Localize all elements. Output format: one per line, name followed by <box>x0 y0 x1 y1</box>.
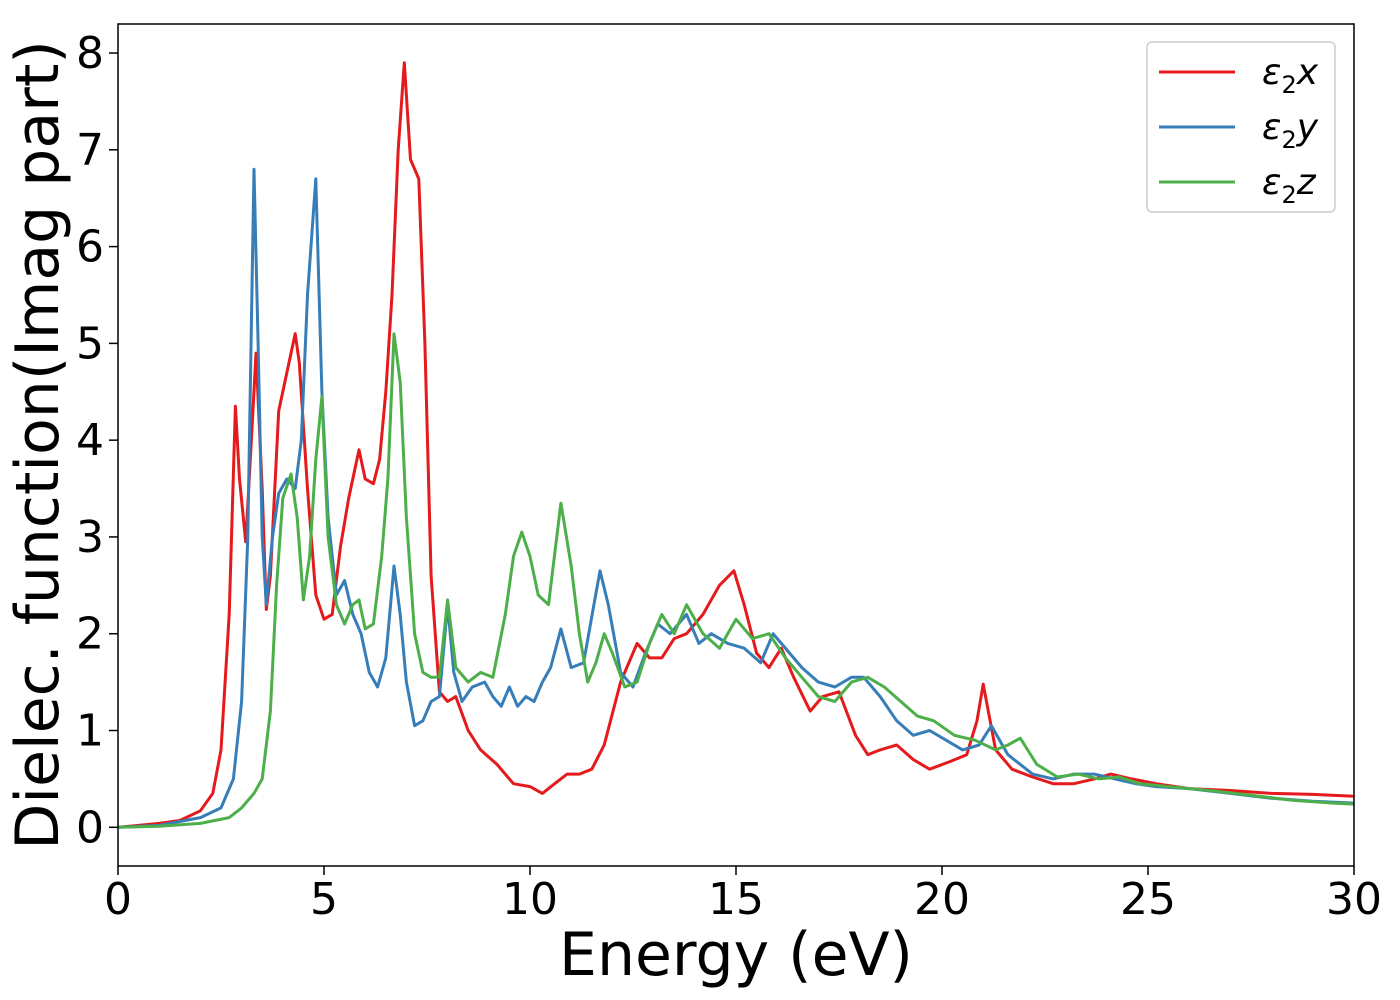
x-tick-label: 10 <box>502 874 558 925</box>
legend-item-y: ε2y <box>1159 107 1319 154</box>
y-tick-label: 0 <box>76 802 104 853</box>
y-tick-label: 8 <box>76 28 104 79</box>
x-axis-title: Energy (eV) <box>559 920 913 990</box>
x-axis: 0 5 10 15 20 25 30 <box>104 866 1382 925</box>
series-line-y <box>118 167 1354 829</box>
y-tick-label: 6 <box>76 222 104 273</box>
legend-item-x: ε2x <box>1159 52 1319 99</box>
x-tick-label: 5 <box>310 874 338 925</box>
x-tick-label: 25 <box>1120 874 1176 925</box>
y-tick-label: 7 <box>76 125 104 176</box>
legend-label: ε2x <box>1262 52 1319 99</box>
legend-box <box>1146 41 1336 213</box>
y-tick-label: 1 <box>76 706 104 757</box>
series-layer <box>118 61 1354 829</box>
y-tick-label: 4 <box>76 415 104 466</box>
y-tick-label: 2 <box>76 609 104 660</box>
legend: ε2x ε2y ε2z <box>1146 41 1336 213</box>
legend-label: ε2z <box>1262 162 1317 209</box>
series-line-z <box>118 332 1354 829</box>
y-axis: 0 1 2 3 4 5 6 7 8 <box>76 28 118 853</box>
x-tick-label: 0 <box>104 874 132 925</box>
x-tick-label: 30 <box>1326 874 1382 925</box>
y-tick-label: 3 <box>76 512 104 563</box>
y-axis-title: Dielec. function(Imag part) <box>3 40 73 850</box>
series-line-x <box>118 61 1354 829</box>
legend-label: ε2y <box>1262 107 1319 154</box>
legend-item-z: ε2z <box>1159 162 1317 209</box>
y-tick-label: 5 <box>76 318 104 369</box>
x-tick-label: 15 <box>708 874 764 925</box>
x-tick-label: 20 <box>914 874 970 925</box>
